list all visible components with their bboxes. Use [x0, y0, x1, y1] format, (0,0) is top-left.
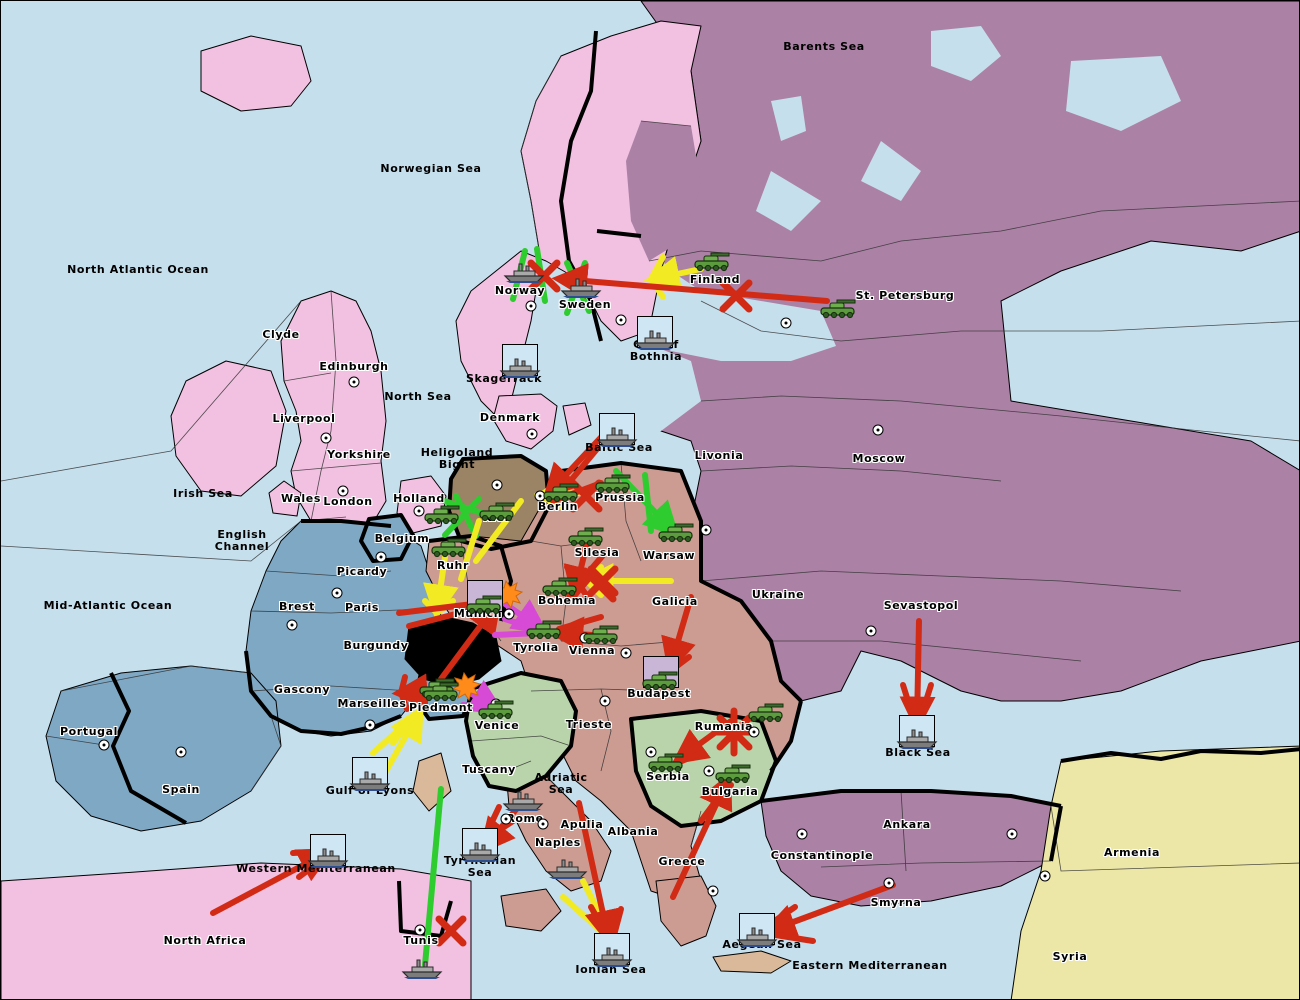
failed-support-markers: [587, 565, 619, 597]
supply-center-icon[interactable]: [599, 695, 611, 707]
fleet-unit-icon[interactable]: [459, 841, 501, 863]
power-borders: [109, 30, 1299, 938]
fleet-unit-icon[interactable]: [401, 958, 443, 980]
supply-center-icon[interactable]: [525, 300, 537, 312]
supply-center-icon[interactable]: [748, 726, 760, 738]
army-unit-icon[interactable]: [581, 623, 623, 645]
fleet-unit-icon[interactable]: [736, 926, 778, 948]
army-unit-icon[interactable]: [593, 472, 635, 494]
region-ireland: [170, 360, 287, 497]
army-unit-icon[interactable]: [540, 575, 582, 597]
army-unit-icon[interactable]: [713, 762, 755, 784]
supply-center-icon[interactable]: [707, 885, 719, 897]
army-unit-icon[interactable]: [477, 500, 519, 522]
region-crete: [712, 950, 792, 974]
supply-center-icon[interactable]: [883, 877, 895, 889]
supply-center-icon[interactable]: [703, 765, 715, 777]
army-unit-icon[interactable]: [429, 536, 471, 558]
supply-center-icon[interactable]: [526, 428, 538, 440]
supply-center-icon[interactable]: [796, 828, 808, 840]
supply-center-icon[interactable]: [375, 551, 387, 563]
supply-center-icon[interactable]: [491, 479, 503, 491]
supply-center-icon[interactable]: [331, 587, 343, 599]
bounce-starburst-rumania: [711, 707, 759, 757]
supply-center-icon[interactable]: [500, 813, 512, 825]
supply-center-icon[interactable]: [286, 619, 298, 631]
army-unit-icon[interactable]: [692, 250, 734, 272]
army-unit-icon[interactable]: [476, 698, 518, 720]
supply-center-icon[interactable]: [337, 485, 349, 497]
supply-center-icon[interactable]: [320, 432, 332, 444]
army-unit-icon[interactable]: [746, 701, 788, 723]
army-unit-icon[interactable]: [566, 525, 608, 547]
fleet-unit-icon[interactable]: [896, 728, 938, 750]
army-unit-icon[interactable]: [656, 521, 698, 543]
army-unit-icon[interactable]: [524, 618, 566, 640]
supply-center-icon[interactable]: [413, 505, 425, 517]
fleet-unit-icon[interactable]: [560, 277, 602, 299]
army-unit-icon[interactable]: [422, 503, 464, 525]
region-sicily: [500, 888, 562, 932]
supply-center-icon[interactable]: [615, 314, 627, 326]
supply-center-icon[interactable]: [414, 924, 426, 936]
supply-center-icon[interactable]: [645, 746, 657, 758]
fleet-unit-icon[interactable]: [596, 426, 638, 448]
fleet-unit-icon[interactable]: [503, 262, 545, 284]
supply-center-icon[interactable]: [364, 719, 376, 731]
army-unit-icon[interactable]: [818, 297, 860, 319]
province-borders: [1, 55, 1299, 872]
supply-center-icon[interactable]: [620, 647, 632, 659]
supply-center-icon[interactable]: [503, 608, 515, 620]
army-unit-icon[interactable]: [464, 593, 506, 615]
supply-center-icon[interactable]: [537, 818, 549, 830]
supply-center-icon[interactable]: [175, 746, 187, 758]
region-greece: [655, 875, 717, 947]
supply-center-icon[interactable]: [98, 739, 110, 751]
army-unit-icon[interactable]: [421, 680, 463, 702]
supply-center-icon[interactable]: [872, 424, 884, 436]
fleet-unit-icon[interactable]: [499, 357, 541, 379]
army-unit-icon[interactable]: [541, 481, 583, 503]
supply-center-icon[interactable]: [1006, 828, 1018, 840]
fleet-unit-icon[interactable]: [546, 858, 588, 880]
region-iceland: [200, 35, 312, 112]
fleet-unit-icon[interactable]: [591, 946, 633, 968]
fleet-unit-icon[interactable]: [349, 770, 391, 792]
region-denmark: [492, 393, 558, 450]
army-unit-icon[interactable]: [646, 751, 688, 773]
fleet-unit-icon[interactable]: [634, 329, 676, 351]
fleet-unit-icon[interactable]: [307, 847, 349, 869]
supply-center-icon[interactable]: [1039, 870, 1051, 882]
fleet-unit-icon[interactable]: [502, 790, 544, 812]
supply-center-icon[interactable]: [348, 376, 360, 388]
supply-center-icon[interactable]: [780, 317, 792, 329]
army-unit-icon[interactable]: [640, 669, 682, 691]
supply-center-icon[interactable]: [700, 524, 712, 536]
supply-center-icon[interactable]: [865, 625, 877, 637]
